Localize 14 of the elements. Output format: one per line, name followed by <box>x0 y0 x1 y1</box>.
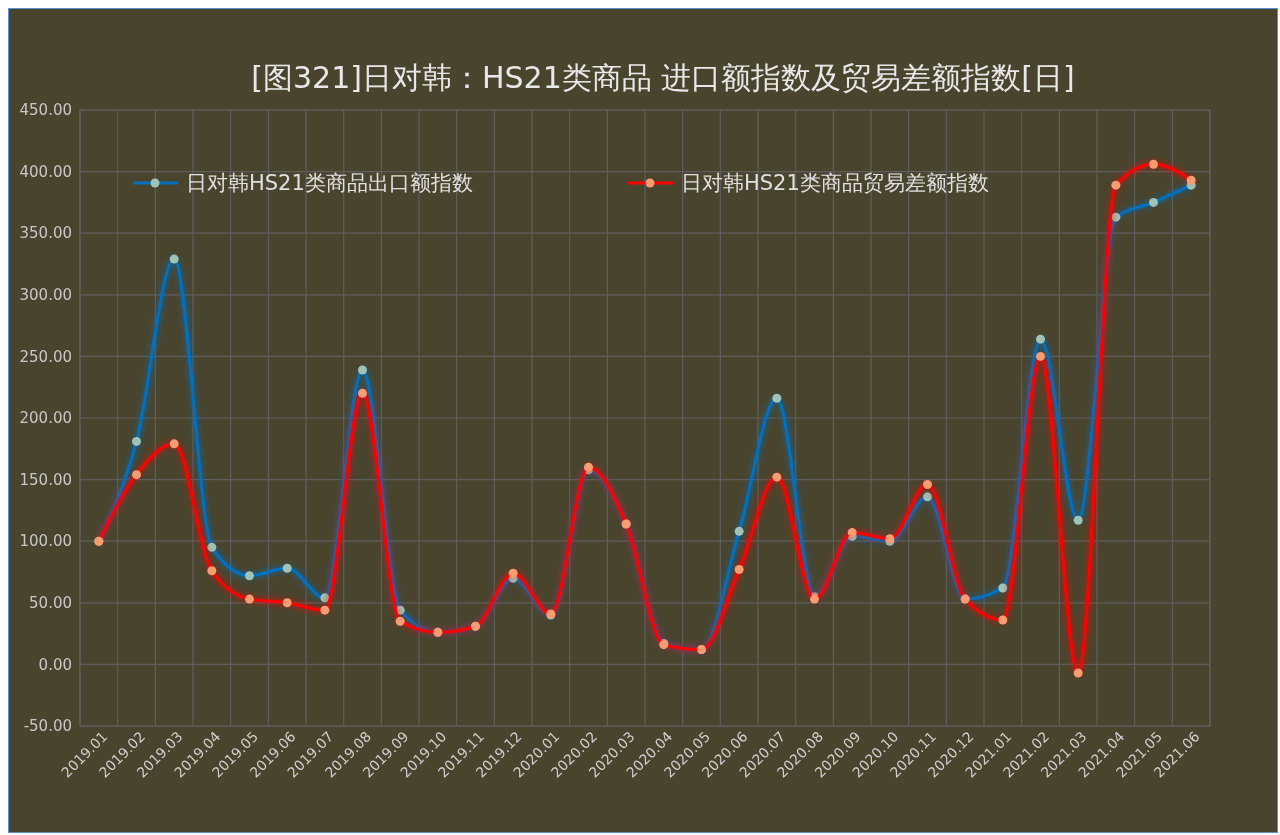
y-tick-label: 400.00 <box>19 162 72 181</box>
legend-label: 日对韩HS21类商品出口额指数 <box>186 171 473 196</box>
legend-label: 日对韩HS21类商品贸易差额指数 <box>681 171 989 196</box>
y-tick-label: 0.00 <box>38 655 72 674</box>
y-tick-label: 300.00 <box>19 286 72 305</box>
y-tick-label: 450.00 <box>19 101 72 120</box>
chart-title: [图321]日对韩：HS21类商品 进口额指数及贸易差额指数[日] <box>251 60 1075 95</box>
y-tick-label: 350.00 <box>19 224 72 243</box>
y-tick-label: -50.00 <box>23 717 72 736</box>
y-tick-label: 50.00 <box>29 594 72 613</box>
y-tick-label: 150.00 <box>19 470 72 489</box>
y-tick-label: 200.00 <box>19 409 72 428</box>
y-tick-label: 100.00 <box>19 532 72 551</box>
y-tick-label: 250.00 <box>19 347 72 366</box>
